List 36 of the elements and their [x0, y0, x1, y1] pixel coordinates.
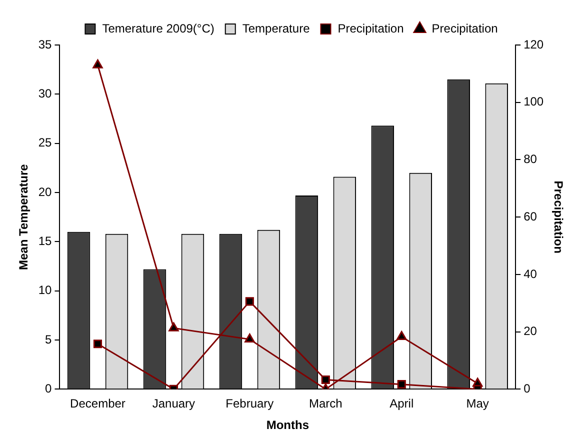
point: [168, 322, 179, 332]
point: [321, 375, 330, 384]
y2-axis-title: Precipitation: [551, 180, 566, 254]
x-tick-label: January: [152, 396, 196, 411]
point: [92, 59, 103, 68]
point: [396, 330, 407, 340]
x-tick-label: December: [70, 396, 126, 411]
x-axis-title: Months: [266, 418, 310, 432]
legend-label: Temperature: [242, 21, 310, 36]
legend-label: Temerature 2009(°C): [102, 21, 214, 36]
y2-tick-label: 40: [524, 266, 538, 281]
x-tick-label: May: [466, 396, 489, 411]
x-tick-label: February: [226, 396, 274, 411]
y2-tick-label: 0: [524, 382, 531, 396]
point: [397, 380, 406, 389]
y-tick-label: 5: [45, 332, 52, 346]
legend-label: Precipitation: [338, 21, 404, 36]
y-tick-label: 10: [38, 283, 52, 298]
y-tick-label: 15: [38, 234, 52, 248]
y2-tick-label: 20: [524, 324, 538, 338]
y2-tick-label: 80: [524, 152, 538, 166]
point: [245, 297, 254, 306]
x-tick-label: March: [308, 396, 342, 411]
y-tick-label: 25: [38, 136, 52, 150]
y-tick-label: 0: [45, 382, 52, 396]
y-tick-label: 20: [38, 184, 52, 199]
y-axis-title: Mean Temperature: [16, 164, 31, 270]
y-tick-label: 35: [38, 37, 52, 52]
y-tick-label: 30: [38, 86, 52, 100]
point: [244, 334, 255, 343]
x-tick-label: April: [390, 396, 414, 411]
legend-label: Precipitation: [432, 21, 498, 36]
y2-tick-label: 60: [524, 209, 538, 224]
y2-tick-label: 100: [524, 94, 544, 109]
point: [93, 340, 102, 348]
y2-tick-label: 120: [524, 37, 544, 52]
